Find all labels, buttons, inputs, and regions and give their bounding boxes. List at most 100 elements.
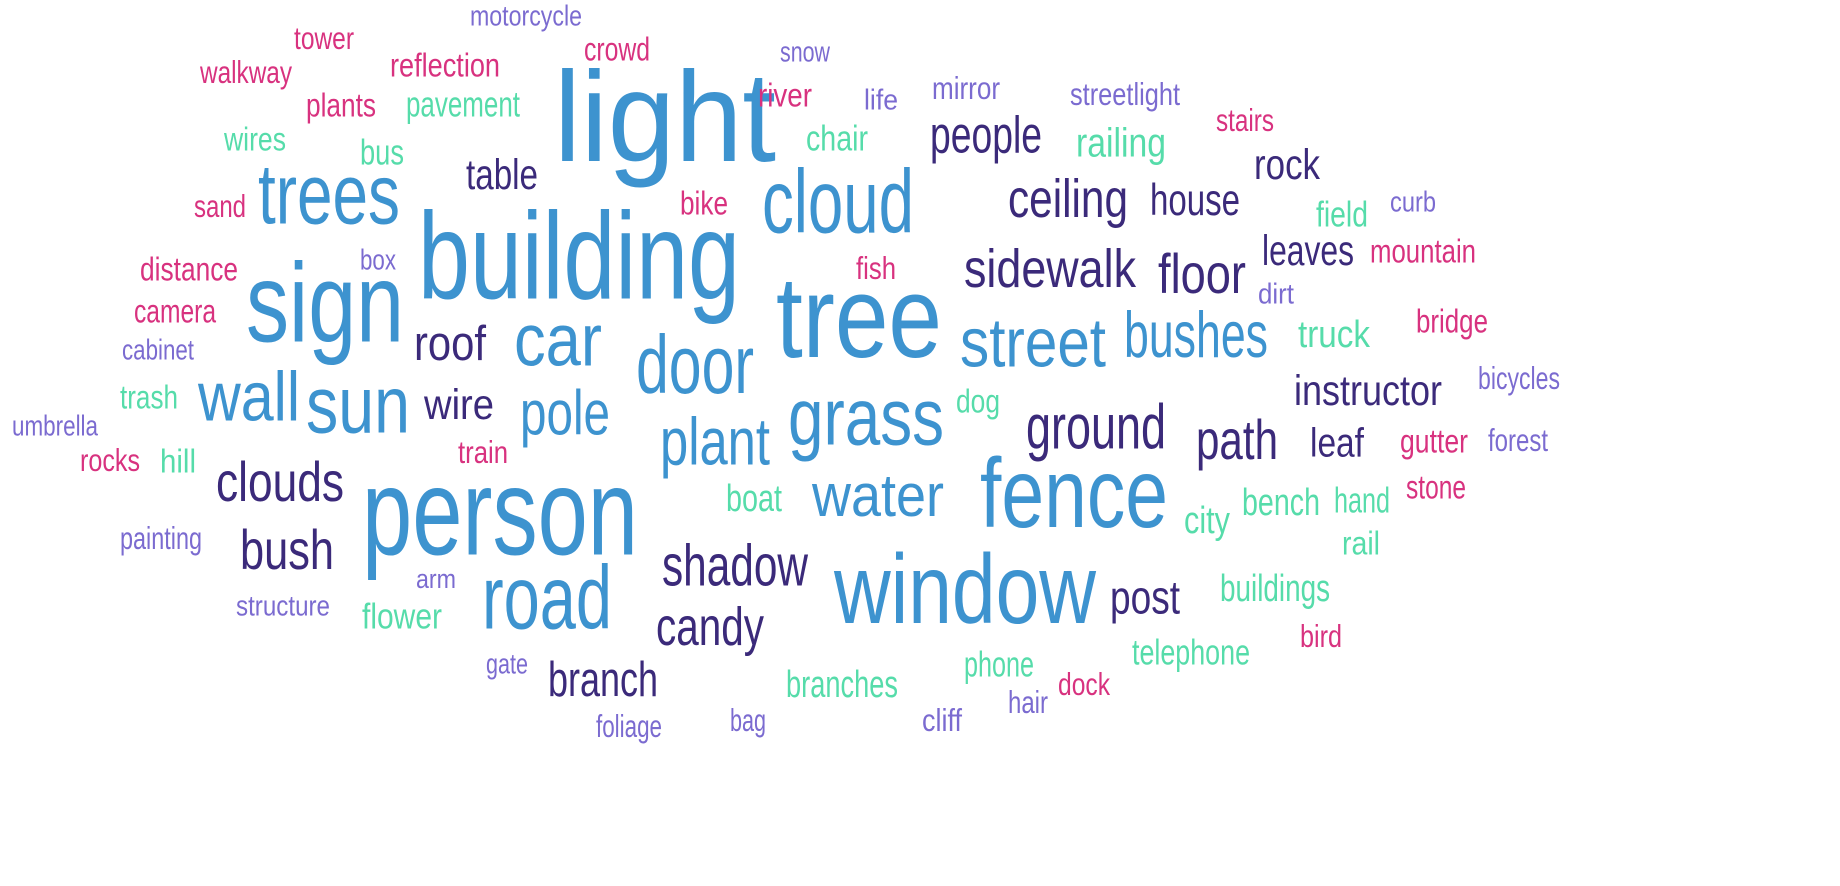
word: leaf	[1310, 419, 1364, 466]
word: cliff	[922, 702, 963, 738]
word: train	[458, 434, 509, 470]
word: sun	[306, 359, 411, 451]
word: trees	[258, 146, 400, 242]
word: fence	[980, 437, 1169, 548]
word: table	[466, 151, 539, 199]
word: rock	[1254, 141, 1321, 189]
word: roof	[414, 315, 486, 371]
word: pavement	[406, 84, 521, 125]
word: plants	[306, 86, 377, 125]
word: distance	[140, 250, 239, 289]
word: city	[1184, 499, 1230, 542]
word: plant	[660, 404, 770, 480]
word: bridge	[1416, 302, 1489, 341]
word: street	[960, 303, 1107, 382]
word: sand	[194, 188, 246, 224]
word: bag	[730, 702, 766, 738]
word: trash	[120, 378, 179, 417]
word: stone	[1406, 468, 1467, 507]
word: arm	[416, 563, 457, 595]
word: ground	[1026, 392, 1167, 463]
word: forest	[1488, 422, 1548, 458]
word: curb	[1390, 186, 1437, 219]
word: stairs	[1216, 102, 1274, 138]
word: crowd	[584, 30, 650, 69]
word: structure	[236, 590, 331, 623]
word: fish	[856, 250, 897, 286]
word: truck	[1298, 313, 1370, 356]
word: candy	[656, 596, 764, 658]
word: cloud	[762, 151, 914, 252]
word: railing	[1076, 119, 1167, 166]
word: ceiling	[1008, 168, 1128, 230]
word: bike	[680, 184, 729, 223]
word: people	[930, 107, 1042, 164]
word: gutter	[1400, 422, 1469, 461]
word: building	[418, 186, 741, 325]
word: chair	[806, 118, 869, 159]
word: floor	[1158, 242, 1247, 306]
word: motorcycle	[470, 0, 582, 33]
word: telephone	[1132, 632, 1251, 673]
word: painting	[120, 520, 203, 556]
word: bench	[1242, 481, 1320, 524]
word: car	[514, 298, 602, 382]
word: dock	[1058, 666, 1111, 702]
word: field	[1316, 194, 1368, 235]
word: bus	[360, 132, 404, 173]
word: tower	[294, 20, 355, 56]
word: dog	[956, 382, 1001, 421]
word: box	[360, 244, 397, 277]
word: instructor	[1294, 367, 1442, 415]
word: door	[636, 318, 754, 412]
word: gate	[486, 648, 529, 681]
word: cabinet	[122, 334, 195, 367]
word: branch	[548, 651, 659, 707]
word: sidewalk	[964, 238, 1137, 300]
word: house	[1150, 174, 1241, 225]
word: mirror	[932, 70, 1001, 106]
word: bicycles	[1478, 360, 1561, 396]
word: river	[758, 76, 812, 115]
word: reflection	[390, 46, 501, 85]
word: hill	[160, 442, 196, 481]
word: person	[362, 442, 638, 581]
word: snow	[780, 36, 831, 69]
word: hand	[1334, 480, 1391, 521]
word: post	[1110, 571, 1181, 625]
word: shadow	[662, 534, 809, 599]
word: life	[864, 84, 898, 117]
word: tree	[776, 252, 942, 383]
word: wires	[224, 120, 286, 159]
word: phone	[964, 644, 1035, 685]
word: streetlight	[1070, 76, 1181, 112]
word: grass	[788, 371, 945, 463]
word: wall	[198, 357, 300, 436]
word: leaves	[1262, 227, 1354, 275]
word: window	[834, 533, 1097, 644]
word: light	[554, 45, 777, 189]
word: hair	[1008, 684, 1049, 720]
word: foliage	[596, 708, 663, 744]
word: pole	[520, 378, 610, 449]
word: walkway	[200, 54, 293, 90]
word: buildings	[1220, 567, 1331, 610]
word: branches	[786, 663, 898, 706]
word: clouds	[216, 450, 344, 514]
word: bushes	[1124, 298, 1269, 371]
word: rail	[1342, 524, 1380, 563]
word: umbrella	[12, 410, 99, 443]
word: mountain	[1370, 232, 1477, 271]
word: sign	[246, 241, 404, 366]
word: bush	[240, 518, 335, 582]
word: camera	[134, 292, 217, 331]
word: boat	[726, 477, 783, 520]
word: bird	[1300, 618, 1342, 654]
word: flower	[362, 596, 442, 637]
word: road	[482, 547, 613, 648]
word: water	[812, 460, 944, 530]
word: rocks	[80, 442, 141, 478]
word: dirt	[1258, 278, 1294, 311]
word: wire	[424, 381, 495, 429]
